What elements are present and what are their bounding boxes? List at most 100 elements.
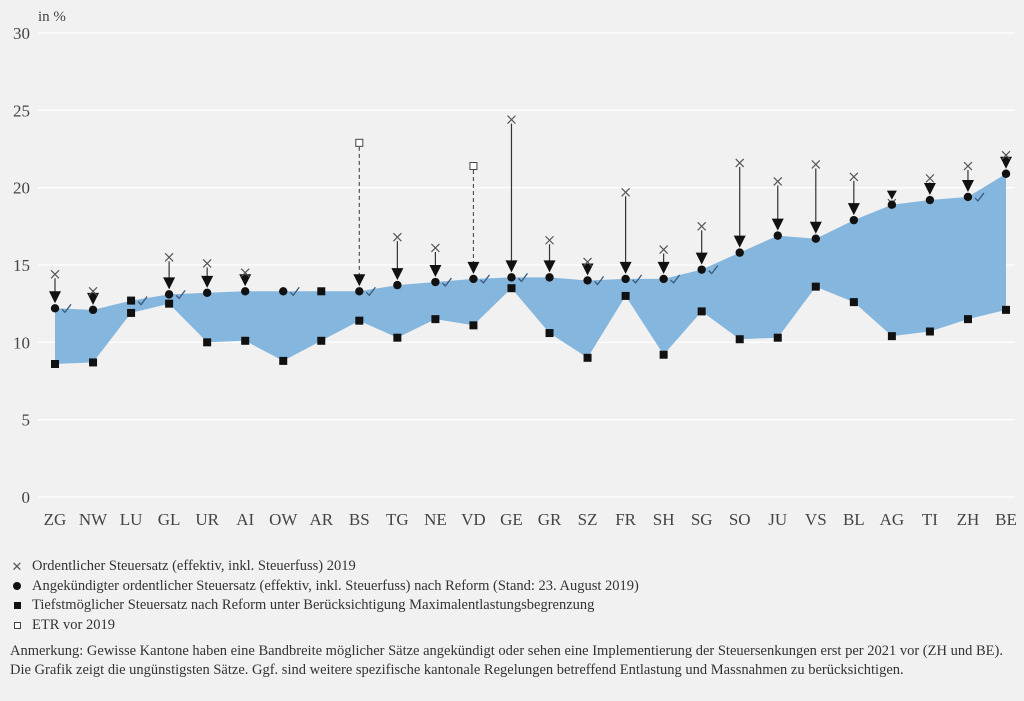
cross-icon: ✕ bbox=[11, 559, 23, 574]
lowest-rate-marker bbox=[545, 329, 554, 338]
x-tick-label: NW bbox=[79, 510, 108, 529]
arrow-head bbox=[695, 252, 708, 265]
checkmark-icon bbox=[632, 274, 643, 284]
after-reform-marker bbox=[127, 296, 136, 305]
lowest-rate-marker bbox=[431, 315, 440, 324]
x-tick-label: TG bbox=[386, 510, 409, 529]
y-tick-label: 30 bbox=[13, 24, 30, 43]
checkmark-icon bbox=[479, 274, 490, 284]
after-reform-marker bbox=[50, 304, 60, 313]
x-tick-label: TI bbox=[922, 510, 938, 529]
after-reform-marker bbox=[925, 195, 935, 205]
x-tick-label: SO bbox=[729, 510, 751, 529]
lowest-rate-marker bbox=[355, 316, 364, 325]
range-band bbox=[55, 173, 1006, 364]
x-tick-label: BL bbox=[843, 510, 865, 529]
after-reform-marker bbox=[507, 273, 516, 282]
lowest-rate-marker bbox=[963, 315, 972, 324]
after-reform-marker bbox=[583, 276, 592, 285]
x-tick-label: LU bbox=[120, 510, 143, 529]
arrow-head bbox=[239, 274, 252, 287]
x-tick-label: SZ bbox=[578, 510, 598, 529]
legend-item-lowest: Tiefstmöglicher Steuersatz nach Reform u… bbox=[10, 596, 639, 616]
legend: ✕ Ordentlicher Steuersatz (effektiv, ink… bbox=[10, 557, 639, 635]
x-tick-label: VS bbox=[805, 510, 827, 529]
legend-label: Angekündigter ordentlicher Steuersatz (e… bbox=[32, 577, 639, 594]
open-square-icon bbox=[10, 621, 24, 629]
arrow-head bbox=[581, 263, 594, 276]
legend-item-after-reform: Angekündigter ordentlicher Steuersatz (e… bbox=[10, 577, 639, 597]
original-rate-marker bbox=[240, 268, 250, 278]
square-icon bbox=[10, 602, 24, 610]
original-rate-marker bbox=[50, 269, 60, 279]
y-tick-label: 15 bbox=[13, 256, 30, 275]
after-reform-marker bbox=[697, 265, 706, 274]
after-reform-marker bbox=[963, 192, 973, 202]
y-unit-label: in % bbox=[38, 9, 66, 25]
original-rate-marker bbox=[507, 115, 516, 125]
original-rate-marker bbox=[545, 235, 554, 245]
arrow-head bbox=[619, 261, 632, 274]
arrow-head bbox=[657, 261, 670, 274]
after-reform-marker bbox=[811, 234, 820, 243]
x-tick-label: AR bbox=[309, 510, 333, 529]
lowest-rate-marker bbox=[925, 327, 934, 336]
x-tick-label: AI bbox=[236, 510, 254, 529]
arrow-head bbox=[201, 275, 214, 288]
arrow-head bbox=[49, 291, 61, 304]
circle-icon bbox=[10, 582, 24, 591]
footnote: Anmerkung: Gewisse Kantone haben eine Ba… bbox=[10, 643, 1003, 678]
x-tick-label: ZG bbox=[44, 510, 67, 529]
y-tick-label: 10 bbox=[13, 333, 30, 352]
arrow-head bbox=[961, 179, 974, 192]
lowest-rate-marker bbox=[165, 299, 174, 308]
x-tick-label: UR bbox=[195, 510, 219, 529]
lowest-rate-marker bbox=[811, 282, 820, 291]
lowest-rate-marker bbox=[735, 335, 744, 344]
after-reform-marker bbox=[317, 287, 326, 296]
arrow-head bbox=[353, 274, 366, 287]
change-arrows bbox=[49, 123, 1012, 305]
lowest-rate-marker bbox=[51, 359, 59, 368]
lowest-rate-marker bbox=[279, 356, 288, 365]
legend-label: ETR vor 2019 bbox=[32, 616, 115, 633]
x-tick-label: OW bbox=[269, 510, 298, 529]
arrow-head bbox=[847, 203, 860, 216]
after-reform-marker bbox=[355, 287, 364, 296]
original-rate-marker bbox=[88, 286, 98, 296]
after-reform-marker bbox=[241, 287, 250, 296]
checkmark-icon bbox=[175, 289, 186, 300]
checkmark-icon bbox=[365, 286, 376, 297]
y-tick-label: 5 bbox=[22, 411, 31, 430]
lowest-rate-marker bbox=[659, 350, 668, 359]
lowest-rate-marker bbox=[773, 333, 782, 342]
tax-rate-chart: 0 5 10 15 20 25 30 in % ZG NW LU GL UR AI OW AR BS TG NE… bbox=[13, 9, 1017, 529]
after-reform-marker bbox=[545, 273, 554, 282]
after-reform-marker bbox=[621, 274, 630, 284]
lowest-rate-marker bbox=[393, 333, 402, 342]
lowest-rate-marker bbox=[1002, 305, 1010, 314]
lowest-rate-marker bbox=[241, 336, 250, 345]
original-rate-marker bbox=[392, 232, 402, 242]
original-rate-marker bbox=[583, 257, 592, 267]
legend-label: Tiefstmöglicher Steuersatz nach Reform u… bbox=[32, 597, 595, 613]
x-tick-label: VD bbox=[461, 510, 486, 529]
y-tick-label: 0 bbox=[22, 488, 31, 507]
original-rate-marker bbox=[659, 245, 669, 254]
after-reform-marker bbox=[659, 274, 668, 284]
arrow-head bbox=[771, 218, 784, 231]
x-tick-label: AG bbox=[880, 510, 905, 529]
arrow-head bbox=[809, 221, 822, 234]
arrow-head bbox=[886, 190, 897, 200]
arrow-head bbox=[163, 277, 176, 290]
checkmark-icon bbox=[974, 192, 985, 202]
x-tick-label: FR bbox=[615, 510, 636, 529]
checkmark-icon bbox=[518, 272, 528, 283]
after-reform-marker bbox=[469, 274, 478, 284]
lowest-rate-marker bbox=[583, 353, 592, 362]
after-reform-marker bbox=[202, 288, 212, 298]
after-reform-marker bbox=[1001, 169, 1011, 178]
arrow-head bbox=[429, 265, 442, 278]
lowest-rate-marker bbox=[697, 307, 706, 316]
after-reform-marker bbox=[88, 305, 98, 315]
